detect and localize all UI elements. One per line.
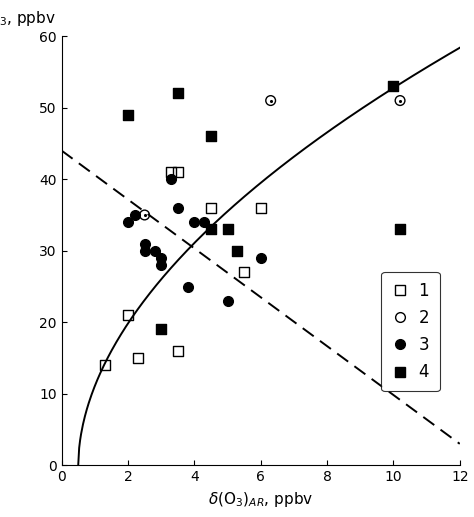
Point (101, 361, 109, 369)
Point (174, 204, 182, 212)
Point (174, 168, 182, 176)
Point (224, 297, 231, 305)
Point (224, 225, 231, 233)
Point (267, 96, 274, 104)
Point (191, 218, 198, 226)
Point (124, 311, 132, 319)
Point (240, 268, 248, 276)
Point (396, 96, 404, 104)
Point (167, 168, 175, 176)
Point (207, 225, 215, 233)
Y-axis label: O$_3$, ppbv: O$_3$, ppbv (0, 9, 56, 27)
Point (396, 225, 404, 233)
Point (390, 82, 397, 90)
Point (396, 96, 404, 104)
Point (124, 111, 132, 119)
X-axis label: $\delta$(O$_3$)$_{AR}$, ppbv: $\delta$(O$_3$)$_{AR}$, ppbv (208, 490, 313, 509)
Point (257, 254, 264, 262)
Point (141, 247, 148, 255)
Point (207, 204, 215, 212)
Point (157, 254, 165, 262)
Point (131, 211, 138, 219)
Point (157, 261, 165, 269)
Legend: $1$, $2$, $3$, $4$: $1$, $2$, $3$, $4$ (381, 272, 439, 391)
Point (141, 211, 148, 219)
Point (167, 175, 175, 184)
Point (124, 218, 132, 226)
Point (234, 247, 241, 255)
Point (134, 354, 142, 362)
Point (151, 247, 158, 255)
Point (184, 282, 191, 291)
Point (141, 211, 148, 219)
Point (174, 347, 182, 355)
Point (201, 218, 208, 226)
Point (207, 132, 215, 141)
Point (157, 325, 165, 333)
Point (174, 89, 182, 98)
Point (257, 204, 264, 212)
Point (141, 239, 148, 248)
Point (267, 96, 274, 104)
